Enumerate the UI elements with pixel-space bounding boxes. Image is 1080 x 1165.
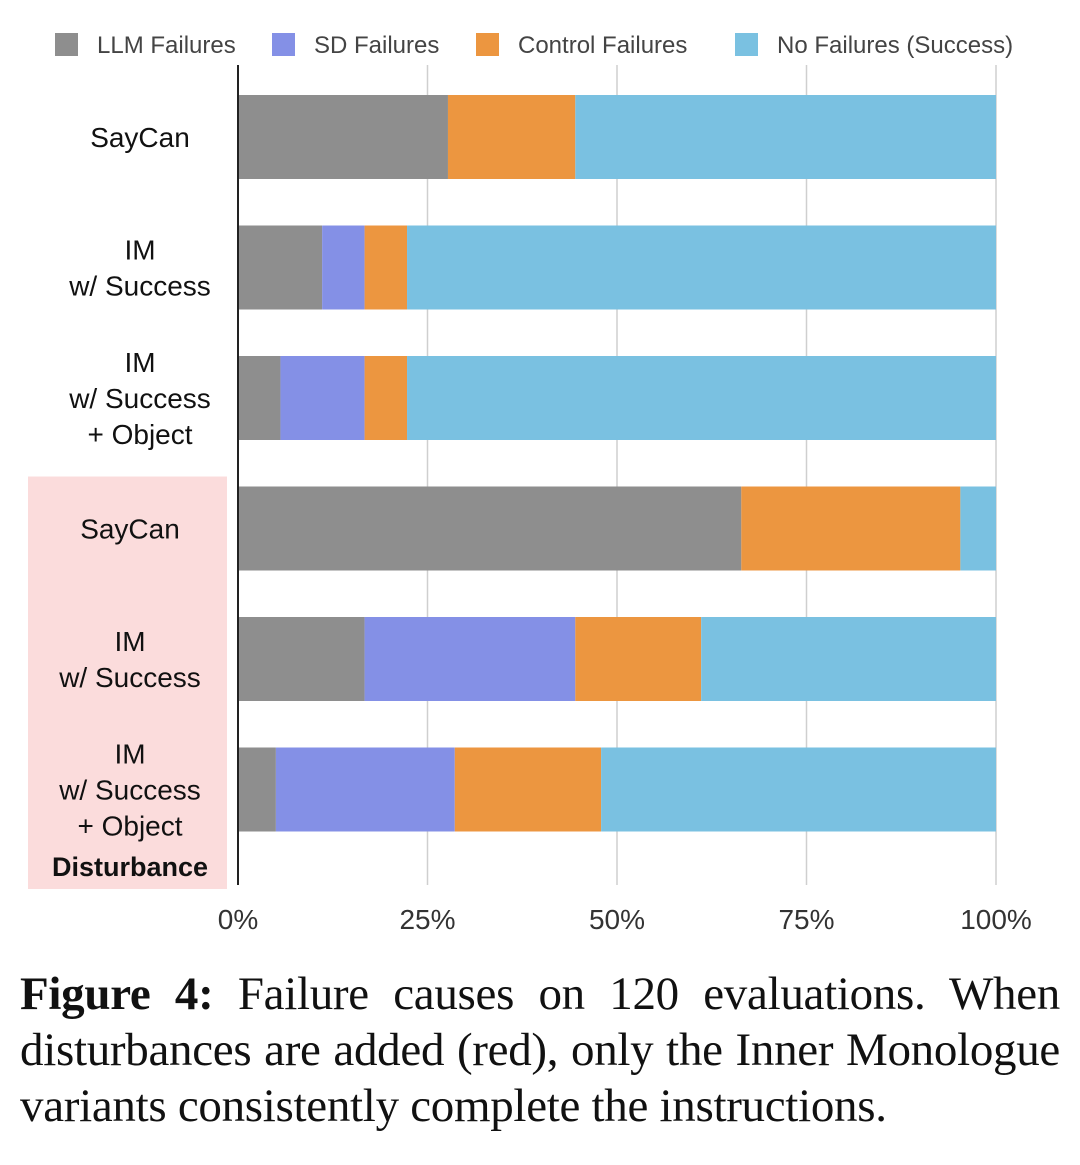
legend-label: SD Failures: [314, 32, 439, 59]
bar-no-failures-success: [407, 356, 996, 440]
legend: LLM Failures SD Failures Control Failures N…: [55, 32, 1013, 59]
x-tick-label: 75%: [778, 904, 834, 935]
caption-prefix: Figure 4:: [20, 968, 214, 1020]
bar-control-failures: [575, 617, 702, 701]
x-tick-label: 100%: [960, 904, 1032, 935]
category-labels: SayCan IM w/ Success IM w/ Success + Object Sa…: [58, 122, 211, 842]
category-label: SayCan: [90, 122, 190, 153]
legend-label: LLM Failures: [97, 32, 236, 59]
category-label: w/ Success: [58, 662, 201, 693]
bar-no-failures-success: [960, 486, 996, 571]
bar-sd-failures: [275, 747, 455, 832]
bar-llm-failures: [238, 95, 448, 179]
disturbance-highlight: [28, 476, 227, 889]
bar-control-failures: [741, 486, 961, 571]
category-label: + Object: [87, 419, 192, 450]
bar-no-failures-success: [701, 617, 996, 701]
category-label: IM: [124, 347, 155, 378]
figure-caption: Figure 4: Failure causes on 120 evaluati…: [20, 966, 1060, 1134]
category-label: SayCan: [80, 514, 180, 545]
category-label: IM: [124, 235, 155, 266]
x-tick-labels: 0% 25% 50% 75% 100%: [218, 904, 1032, 935]
bar-llm-failures: [238, 747, 276, 832]
bar-no-failures-success: [575, 95, 996, 179]
category-label: + Object: [77, 811, 182, 842]
category-label: w/ Success: [68, 271, 211, 302]
category-label: IM: [114, 626, 145, 657]
category-label: w/ Success: [58, 775, 201, 806]
bar-control-failures: [454, 747, 602, 832]
legend-swatch: [476, 33, 499, 56]
bar-sd-failures: [364, 617, 576, 701]
stacked-bar-chart: LLM Failures SD Failures Control Failures N…: [28, 32, 1032, 935]
x-tick-label: 0%: [218, 904, 258, 935]
bar-control-failures: [364, 225, 408, 310]
x-tick-label: 50%: [589, 904, 645, 935]
bars: [238, 95, 996, 832]
bar-no-failures-success: [407, 225, 996, 310]
category-label: w/ Success: [68, 383, 211, 414]
x-tick-label: 25%: [399, 904, 455, 935]
legend-swatch: [55, 33, 78, 56]
category-label: IM: [114, 739, 145, 770]
legend-swatch: [735, 33, 758, 56]
legend-swatch: [272, 33, 295, 56]
bar-sd-failures: [280, 356, 365, 440]
bar-control-failures: [364, 356, 408, 440]
bar-llm-failures: [238, 356, 281, 440]
bar-sd-failures: [322, 225, 365, 310]
legend-label: No Failures (Success): [777, 32, 1013, 59]
caption-text: Failure causes on 120 evaluations. When …: [20, 968, 1061, 1132]
bar-llm-failures: [238, 225, 323, 310]
bar-control-failures: [447, 95, 576, 179]
legend-label: Control Failures: [518, 32, 687, 59]
bar-no-failures-success: [601, 747, 996, 832]
bar-llm-failures: [238, 617, 365, 701]
bar-llm-failures: [238, 486, 742, 571]
disturbance-label: Disturbance: [52, 852, 208, 882]
